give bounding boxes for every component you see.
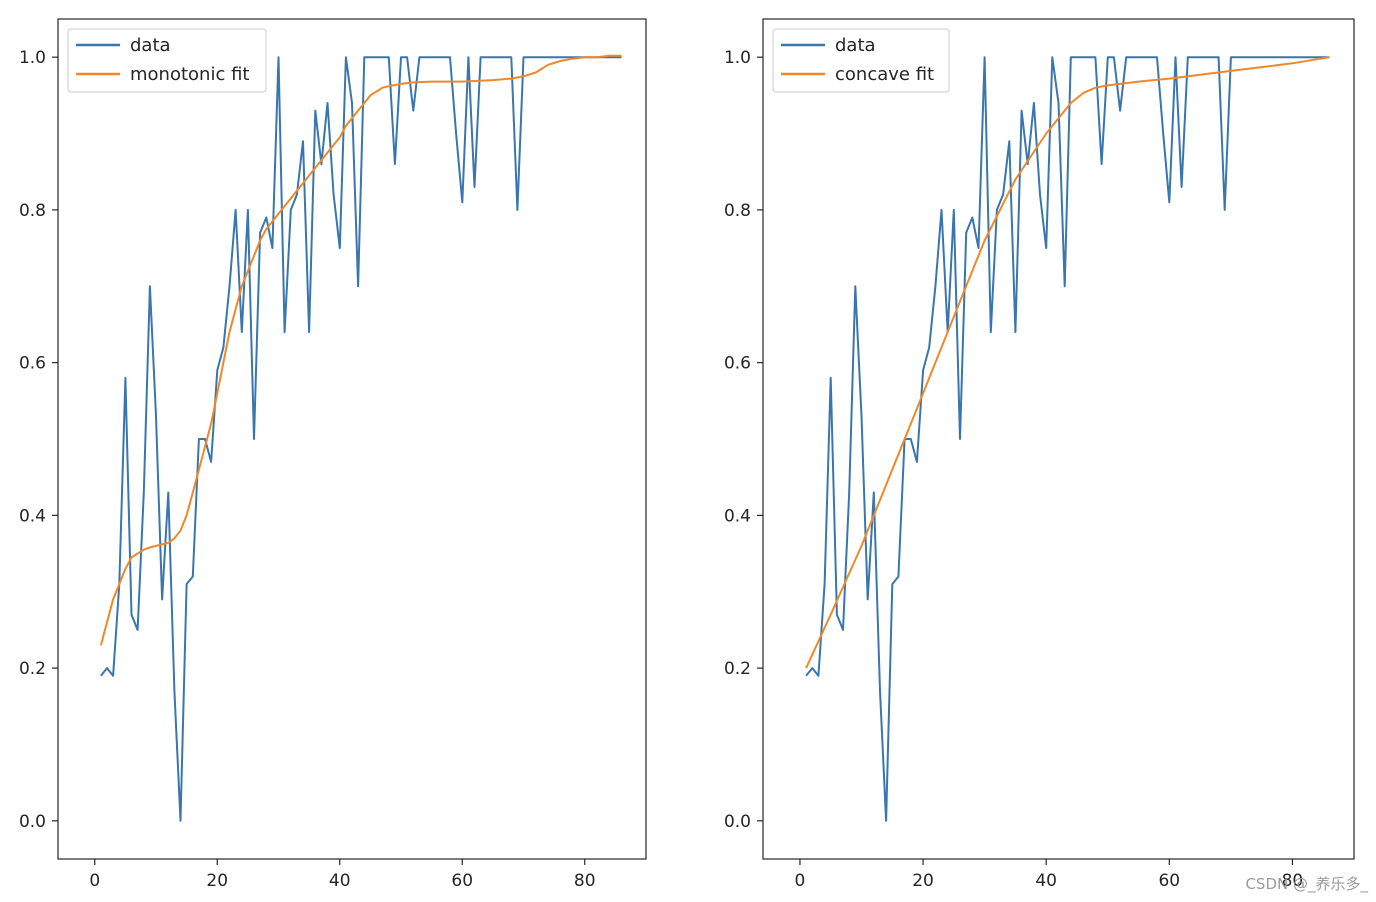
chart1-y-tick-label-0.8: 0.8: [19, 201, 46, 221]
chart1-series-line-data: [100, 56, 622, 822]
chart1-y-tick-label-0.2: 0.2: [19, 659, 46, 679]
chart2-y-tick-label-0.4: 0.4: [724, 506, 751, 526]
chart1-x-tick-label-40: 40: [329, 871, 351, 891]
chart2-x-tick-label-80: 80: [1282, 871, 1304, 891]
chart2-x-tick-label-60: 60: [1158, 871, 1180, 891]
chart1-axes-frame: [57, 18, 647, 860]
chart1-x-tick-label-0: 0: [89, 871, 100, 891]
chart1-y-tick-label-1: 1.0: [19, 48, 46, 68]
chart2-x-tick-label-20: 20: [912, 871, 934, 891]
chart2-x-tick-label-40: 40: [1035, 871, 1057, 891]
chart2-series-line-data: [805, 56, 1330, 822]
chart1-y-tick-label-0: 0.0: [19, 812, 46, 832]
chart2-x-tick-label-0: 0: [795, 871, 806, 891]
chart1-x-tick-label-80: 80: [574, 871, 596, 891]
chart2-legend-label-1: concave fit: [835, 64, 934, 85]
chart2-axes-frame: [762, 18, 1355, 860]
chart2-y-tick-label-0.2: 0.2: [724, 659, 751, 679]
chart1-y-tick-label-0.6: 0.6: [19, 354, 46, 374]
chart2-y-tick-label-0: 0.0: [724, 812, 751, 832]
chart1-y-tick-label-0.4: 0.4: [19, 506, 46, 526]
chart1-series-line-monotonic-fit: [99, 54, 622, 646]
chart2-y-tick-label-0.6: 0.6: [724, 354, 751, 374]
chart2-series-line-concave-fit: [805, 56, 1330, 669]
chart1-legend-label-0: data: [130, 35, 171, 56]
chart1-x-tick-label-20: 20: [206, 871, 228, 891]
watermark: CSDN @_养乐多_: [1245, 875, 1368, 893]
chart1-x-tick-label-60: 60: [451, 871, 473, 891]
chart2-y-tick-label-0.8: 0.8: [724, 201, 751, 221]
chart2-legend-label-0: data: [835, 35, 876, 56]
chart1-legend-label-1: monotonic fit: [130, 64, 249, 85]
chart2-y-tick-label-1: 1.0: [724, 48, 751, 68]
